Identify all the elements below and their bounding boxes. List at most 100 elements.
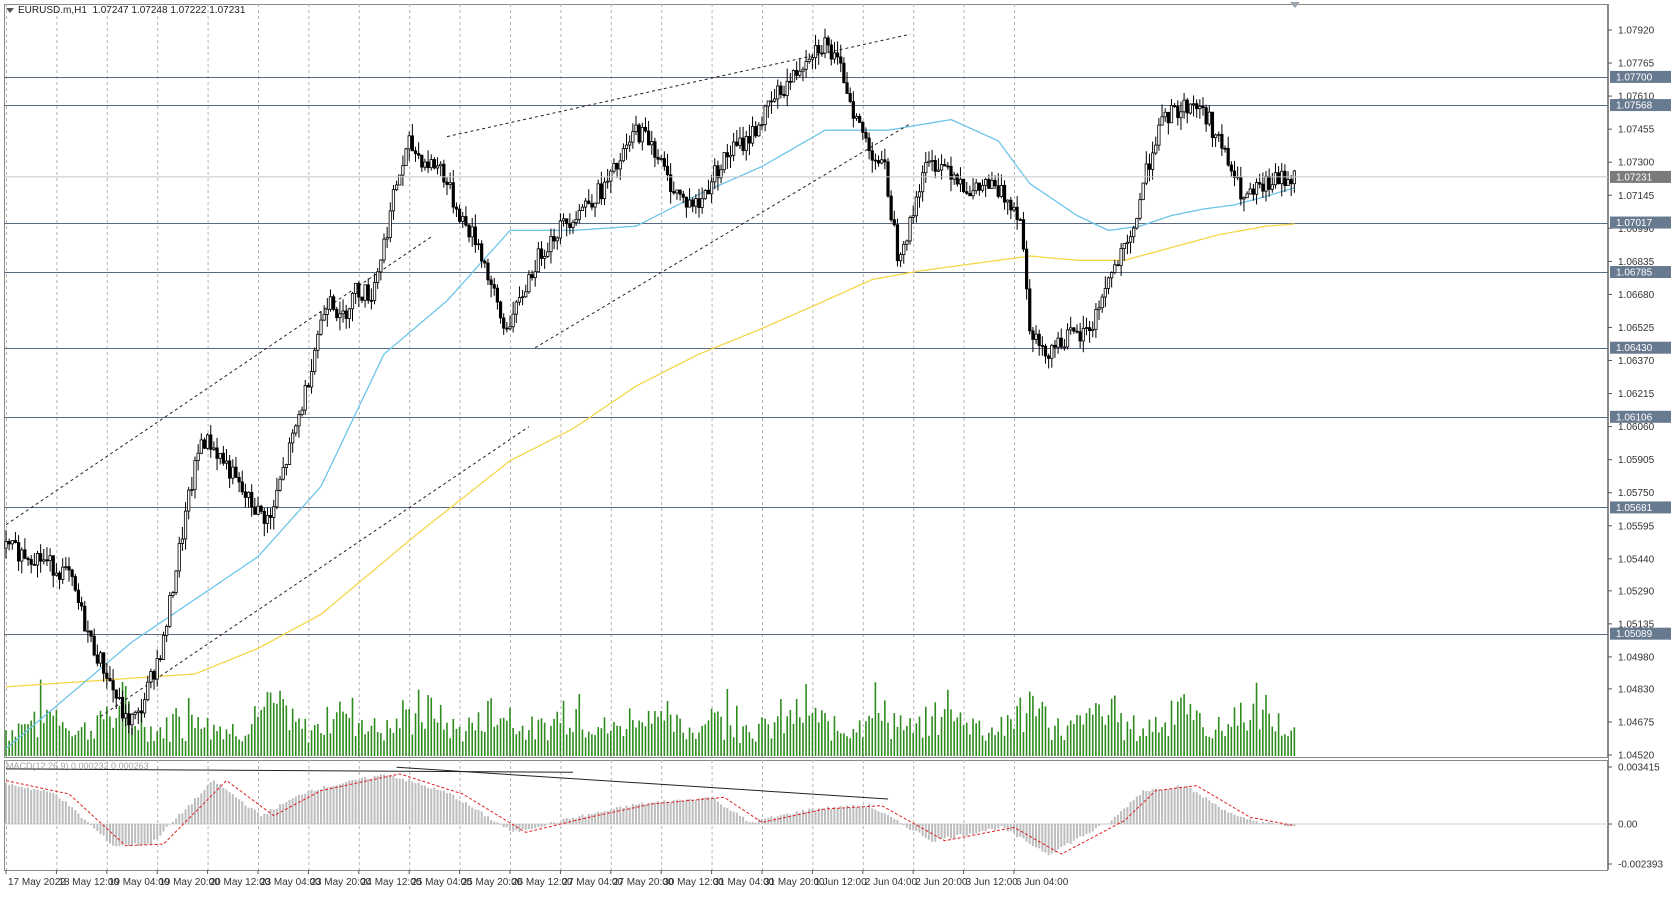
candle-body-up: [354, 282, 358, 294]
price-tick-label: 1.07300: [1618, 158, 1655, 169]
candle-body-down: [949, 165, 953, 180]
candle-body-up: [631, 131, 635, 143]
candle-body-up: [990, 179, 994, 189]
candle-body-up: [905, 240, 909, 245]
candle-body-up: [429, 159, 433, 169]
candle-body-up: [1154, 144, 1158, 154]
candle-body-down: [662, 158, 666, 167]
candle-body-down: [16, 542, 21, 562]
candle-body-up: [710, 181, 714, 195]
candle-body-up: [763, 105, 767, 125]
candle-body-up: [313, 349, 317, 372]
time-tick-label: 31 May 04:00: [714, 877, 775, 888]
candle-body-up: [291, 432, 295, 444]
candle-body-down: [1043, 345, 1048, 357]
candle-body-down: [67, 566, 71, 571]
candle-body-up: [1128, 236, 1133, 243]
candle-body-up: [927, 160, 931, 164]
candle-body-up: [275, 489, 279, 508]
price-tick-label: 1.06680: [1618, 290, 1655, 301]
candle-body-down: [1226, 147, 1230, 166]
current-price-label: 1.07231: [1616, 172, 1653, 183]
price-level-label: 1.06785: [1616, 268, 1653, 279]
candle-body-up: [35, 553, 40, 566]
candle-body-up: [618, 160, 622, 170]
candle-body-up: [1012, 206, 1016, 211]
candle-body-up: [571, 221, 575, 228]
candle-body-down: [105, 672, 109, 679]
candle-body-down: [647, 130, 651, 146]
candle-body-down: [820, 52, 824, 55]
candle-body-up: [1144, 163, 1148, 184]
candle-body-down: [691, 199, 695, 207]
candle-body-up: [593, 202, 597, 208]
price-tick-label: 1.06060: [1618, 422, 1655, 433]
price-tick-label: 1.05135: [1618, 619, 1655, 630]
candle-body-up: [212, 447, 216, 450]
price-tick-label: 1.04980: [1618, 652, 1655, 663]
symbol-name: EURUSD.m,H1: [18, 5, 87, 16]
candle-body-up: [984, 178, 988, 186]
candle-body-up: [1113, 264, 1117, 274]
candle-body-up: [1214, 134, 1218, 139]
candle-body-down: [7, 541, 11, 545]
time-tick-label: 1 Jun 12:00: [814, 877, 867, 888]
candle-body-down: [1059, 337, 1063, 348]
candle-body-down: [495, 287, 500, 303]
candle-body-up: [732, 141, 736, 156]
candle-body-down: [344, 310, 348, 319]
candle-body-down: [1283, 170, 1287, 186]
candle-body-up: [1094, 309, 1098, 330]
candle-body-down: [653, 141, 657, 158]
candle-body-up: [470, 226, 474, 238]
candle-body-up: [341, 310, 345, 315]
candle-body-down: [1025, 248, 1029, 290]
candle-body-down: [335, 308, 339, 319]
candle-body-up: [1273, 172, 1278, 186]
candle-body-down: [1147, 163, 1152, 170]
candle-body-up: [577, 210, 581, 220]
price-level-label-bg: [1610, 341, 1671, 354]
candle-body-down: [886, 161, 890, 197]
collapse-triangle-icon[interactable]: [6, 7, 14, 13]
candle-body-down: [1258, 182, 1262, 185]
candle-body-up: [4, 541, 8, 549]
candle-body-up: [1006, 199, 1010, 203]
candle-body-down: [539, 248, 544, 259]
candle-body-up: [1286, 179, 1290, 186]
candle-body-down: [1173, 105, 1177, 107]
candle-body-up: [448, 182, 452, 185]
candle-body-up: [939, 164, 944, 171]
candle-body-up: [265, 515, 270, 524]
candle-body-down: [83, 605, 87, 632]
candle-body-down: [1267, 175, 1271, 190]
candle-body-down: [1232, 170, 1237, 179]
time-tick-label: 27 May 04:00: [562, 877, 623, 888]
price-tick-label: 1.06835: [1618, 257, 1655, 268]
candle-body-up: [659, 158, 663, 160]
candle-body-up: [1056, 337, 1060, 348]
candle-body-down: [1185, 99, 1189, 114]
candle-body-down: [250, 491, 254, 508]
candle-body-up: [911, 215, 915, 218]
candle-body-down: [1002, 184, 1007, 203]
candle-body-up: [675, 189, 679, 194]
candle-body-up: [1160, 116, 1164, 126]
chart-shift-marker-icon[interactable]: [1290, 2, 1300, 8]
candle-body-up: [461, 216, 465, 222]
macd-pane-frame: [4, 760, 1608, 871]
candle-body-up: [1141, 182, 1145, 201]
candle-body-up: [536, 248, 540, 273]
candle-body-down: [237, 477, 241, 483]
candle-body-down: [993, 179, 997, 187]
time-tick-label: 18 May 12:00: [58, 877, 119, 888]
candle-body-up: [687, 199, 692, 208]
candle-body-up: [328, 296, 333, 310]
candle-body-down: [486, 262, 490, 281]
candle-body-down: [426, 161, 430, 169]
candle-body-up: [130, 713, 134, 726]
candle-body-down: [987, 178, 991, 189]
price-tick-label: 1.07765: [1618, 59, 1655, 70]
